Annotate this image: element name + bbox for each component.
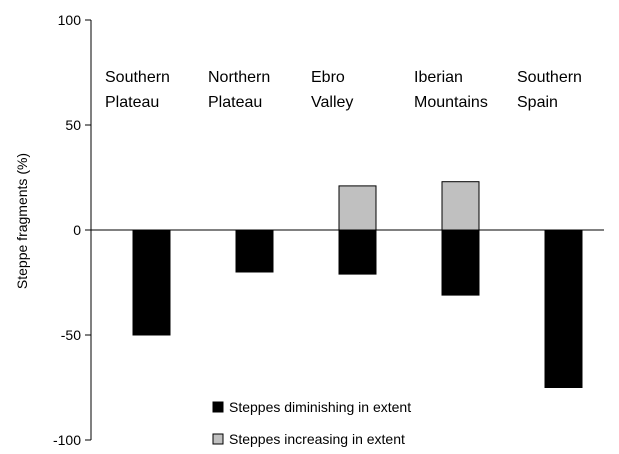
category-label: Ebro: [311, 69, 345, 86]
y-tick-label: 50: [65, 117, 81, 133]
bar-diminishing-2: [235, 229, 274, 273]
axis-layer: 100 50 0 -50 -100 Steppe fragments (%): [14, 12, 92, 448]
y-tick-label: -100: [53, 432, 81, 448]
category-label: Mountains: [414, 94, 488, 111]
category-label: Plateau: [105, 94, 159, 111]
bar-increasing-3: [338, 185, 377, 231]
category-label: Northern: [208, 69, 270, 86]
y-tick-label: 0: [73, 222, 81, 238]
legend-swatch: [212, 433, 224, 445]
y-tick-label: 100: [58, 12, 82, 28]
y-axis-title: Steppe fragments (%): [14, 153, 30, 289]
bar-diminishing-3: [338, 229, 377, 275]
category-label: Spain: [517, 94, 558, 111]
category-label: Southern: [105, 69, 170, 86]
y-tick-label: -50: [61, 327, 81, 343]
legend: Steppes diminishing in extent Steppes inc…: [212, 399, 411, 447]
legend-swatch: [212, 401, 224, 413]
bar-diminishing-5: [544, 229, 583, 388]
category-label: Plateau: [208, 94, 262, 111]
legend-label: Steppes increasing in extent: [229, 431, 405, 447]
category-label: Valley: [311, 94, 353, 111]
category-label: Iberian: [414, 69, 463, 86]
bar-diminishing-1: [132, 229, 171, 336]
legend-label: Steppes diminishing in extent: [229, 399, 411, 415]
bars-layer: [132, 181, 583, 388]
bar-diminishing-4: [441, 229, 480, 296]
category-labels-layer: Southern Plateau Northern Plateau Ebro Valley…: [105, 69, 582, 111]
bar-increasing-4: [441, 181, 480, 231]
category-label: Southern: [517, 69, 582, 86]
